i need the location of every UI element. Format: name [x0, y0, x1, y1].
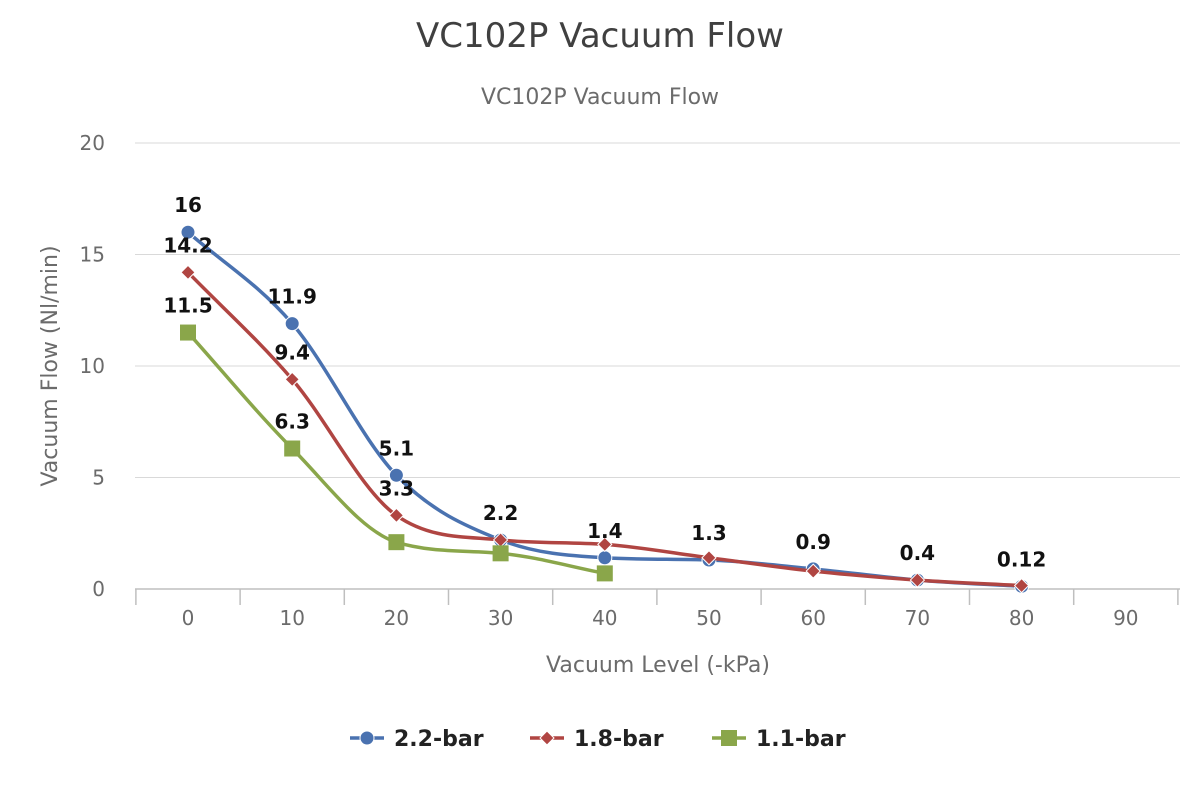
legend-marker — [721, 730, 737, 746]
data-label-2-2-bar: 11.9 — [268, 285, 317, 309]
data-point-1-8-bar — [909, 572, 926, 588]
data-label-2-2-bar: 0.4 — [900, 541, 935, 565]
x-tick-label: 20 — [384, 606, 409, 630]
x-tick-label: 10 — [279, 606, 304, 630]
data-label-2-2-bar: 0.12 — [997, 547, 1046, 571]
data-label-1-8-bar: 9.4 — [274, 340, 309, 364]
x-tick-label: 70 — [905, 606, 930, 630]
data-label-1-8-bar: 3.3 — [379, 476, 414, 500]
data-point-1-1-bar — [180, 324, 196, 341]
x-tick-label: 30 — [488, 606, 513, 630]
data-point-1-8-bar — [388, 507, 405, 524]
legend-item-2-2-bar[interactable]: 2.2-bar — [350, 727, 484, 752]
series-1-1-bar — [180, 324, 613, 582]
series-group — [180, 224, 1030, 594]
series-line-1-1-bar — [186, 331, 606, 576]
data-labels: 16 11.9 5.1 2.2 1.4 1.3 0.9 0.4 0.12 14.2 9.4 3.3 11… — [163, 193, 1046, 571]
legend-label: 1.1-bar — [756, 727, 846, 752]
data-point-2-2-bar — [597, 550, 613, 566]
chart-subtitle: VC102P Vacuum Flow — [481, 85, 719, 110]
data-label-2-2-bar: 1.4 — [587, 519, 622, 543]
x-tick-label: 90 — [1113, 606, 1138, 630]
y-axis-label: Vacuum Flow (Nl/min) — [38, 245, 63, 486]
chart-title: VC102P Vacuum Flow — [416, 16, 784, 56]
data-label-2-2-bar: 1.3 — [691, 521, 726, 545]
x-tick-label: 40 — [592, 606, 617, 630]
x-tick-label: 50 — [696, 606, 721, 630]
data-point-1-1-bar — [596, 565, 613, 582]
y-tick-label: 15 — [80, 243, 105, 267]
y-tick-label: 20 — [80, 131, 105, 155]
gridlines — [135, 142, 1180, 478]
y-tick-label: 0 — [92, 577, 105, 601]
series-line-1-8-bar — [186, 271, 1022, 588]
data-label-2-2-bar: 2.2 — [483, 501, 518, 525]
legend-item-1-1-bar[interactable]: 1.1-bar — [712, 727, 846, 752]
data-point-2-2-bar — [180, 224, 196, 240]
data-point-1-8-bar — [597, 536, 613, 553]
data-point-2-2-bar — [284, 316, 300, 332]
data-point-1-8-bar — [284, 371, 300, 388]
data-point-1-1-bar — [388, 534, 405, 551]
series-1-8-bar — [180, 264, 1030, 594]
x-tick-label: 80 — [1009, 606, 1034, 630]
data-point-2-2-bar — [388, 467, 404, 483]
data-point-1-8-bar — [1013, 577, 1030, 594]
legend: 2.2-bar 1.8-bar 1.1-bar — [350, 727, 846, 752]
data-label-2-2-bar: 5.1 — [379, 436, 414, 460]
x-axis-label: Vacuum Level (-kPa) — [546, 653, 770, 678]
y-tick-label: 5 — [92, 466, 105, 490]
legend-item-1-8-bar[interactable]: 1.8-bar — [530, 727, 664, 752]
data-point-1-8-bar — [180, 264, 196, 281]
legend-marker — [539, 730, 555, 746]
data-point-1-8-bar — [701, 550, 717, 566]
data-point-1-1-bar — [492, 545, 509, 562]
data-label-1-8-bar: 14.2 — [163, 233, 212, 257]
legend-label: 2.2-bar — [394, 727, 484, 752]
data-label-1-1-bar: 11.5 — [163, 294, 212, 318]
x-tick-label: 60 — [800, 606, 825, 630]
legend-label: 1.8-bar — [574, 727, 664, 752]
data-label-2-2-bar: 0.9 — [795, 530, 830, 554]
data-label-2-2-bar: 16 — [174, 193, 202, 217]
data-point-1-1-bar — [284, 440, 301, 457]
data-label-1-1-bar: 6.3 — [274, 410, 309, 434]
y-tick-label: 10 — [80, 354, 105, 378]
axes: 0 5 10 15 20 0 10 20 30 40 50 60 70 80 90 — [80, 131, 1180, 630]
x-tick-label: 0 — [182, 606, 195, 630]
legend-marker — [359, 730, 375, 746]
data-point-1-8-bar — [805, 563, 821, 579]
